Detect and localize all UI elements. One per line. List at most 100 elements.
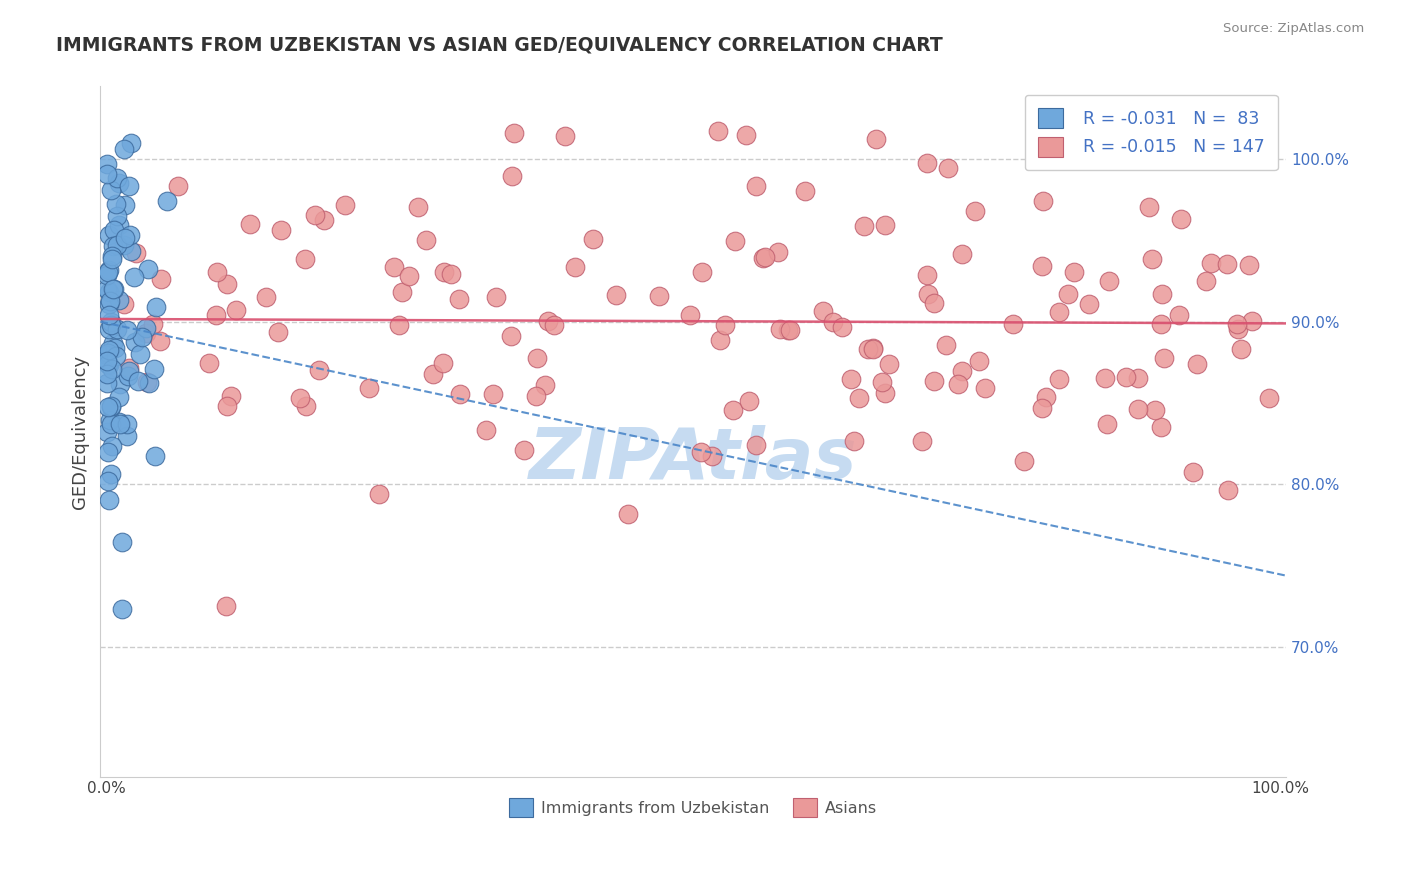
Point <box>100 318 122 332</box>
Point <box>744 178 766 193</box>
Point <box>1047 304 1070 318</box>
Point <box>1032 194 1054 209</box>
Point <box>215 277 238 292</box>
Point <box>778 323 800 337</box>
Point <box>112 238 135 252</box>
Point <box>98 492 121 507</box>
Point <box>217 399 239 413</box>
Point <box>97 227 120 242</box>
Y-axis label: GED/Equivalency: GED/Equivalency <box>72 354 89 508</box>
Point <box>97 285 120 299</box>
Point <box>101 336 124 351</box>
Point <box>1031 401 1053 416</box>
Point <box>724 234 747 248</box>
Point <box>415 233 437 247</box>
Point <box>382 260 405 274</box>
Point <box>938 161 960 175</box>
Point <box>135 321 157 335</box>
Point <box>862 342 884 356</box>
Point <box>105 321 128 335</box>
Point <box>974 380 997 394</box>
Point <box>100 361 122 376</box>
Point <box>100 315 122 329</box>
Point <box>118 178 141 193</box>
Point <box>125 246 148 260</box>
Point <box>105 238 128 252</box>
Point <box>1078 296 1101 310</box>
Point <box>294 399 316 413</box>
Point <box>111 602 134 616</box>
Point <box>198 356 221 370</box>
Point <box>127 374 149 388</box>
Point <box>98 308 121 322</box>
Point <box>367 486 389 500</box>
Point <box>737 393 759 408</box>
Point <box>723 402 745 417</box>
Point <box>142 318 165 332</box>
Point <box>108 218 131 232</box>
Point <box>946 377 969 392</box>
Point <box>288 391 311 405</box>
Point <box>752 251 775 265</box>
Point <box>124 334 146 349</box>
Point <box>911 434 934 449</box>
Point <box>1216 483 1239 497</box>
Point <box>101 239 124 253</box>
Point <box>915 156 938 170</box>
Point <box>779 322 801 336</box>
Point <box>702 449 724 463</box>
Point <box>131 330 153 344</box>
Point <box>150 272 173 286</box>
Point <box>96 354 118 368</box>
Point <box>136 376 159 390</box>
Point <box>1126 371 1149 385</box>
Point <box>103 282 125 296</box>
Point <box>1181 465 1204 479</box>
Point <box>294 252 316 266</box>
Point <box>267 325 290 339</box>
Point <box>108 417 131 432</box>
Point <box>554 129 576 144</box>
Point <box>97 474 120 488</box>
Point <box>1185 357 1208 371</box>
Point <box>100 399 122 413</box>
Point <box>100 293 122 308</box>
Point <box>1153 351 1175 366</box>
Point <box>1098 274 1121 288</box>
Point <box>388 318 411 332</box>
Point <box>167 178 190 193</box>
Point <box>769 322 792 336</box>
Point <box>118 227 141 242</box>
Point <box>108 376 131 391</box>
Point <box>135 326 157 340</box>
Point <box>108 293 131 307</box>
Point <box>1001 317 1024 331</box>
Point <box>690 264 713 278</box>
Point <box>1237 258 1260 272</box>
Point <box>709 333 731 347</box>
Point <box>1014 454 1036 468</box>
Point <box>935 337 957 351</box>
Point <box>254 290 277 304</box>
Point <box>1230 342 1253 356</box>
Point <box>96 368 118 382</box>
Point <box>821 315 844 329</box>
Point <box>114 230 136 244</box>
Point <box>534 377 557 392</box>
Point <box>915 268 938 282</box>
Point <box>96 167 118 181</box>
Point <box>108 176 131 190</box>
Point <box>754 250 776 264</box>
Point <box>1226 317 1249 331</box>
Point <box>432 356 454 370</box>
Point <box>312 213 335 227</box>
Point <box>97 401 120 415</box>
Point <box>118 364 141 378</box>
Point <box>333 197 356 211</box>
Point <box>98 322 121 336</box>
Point <box>1047 372 1070 386</box>
Point <box>96 282 118 296</box>
Point <box>862 341 884 355</box>
Point <box>564 260 586 275</box>
Point <box>96 157 118 171</box>
